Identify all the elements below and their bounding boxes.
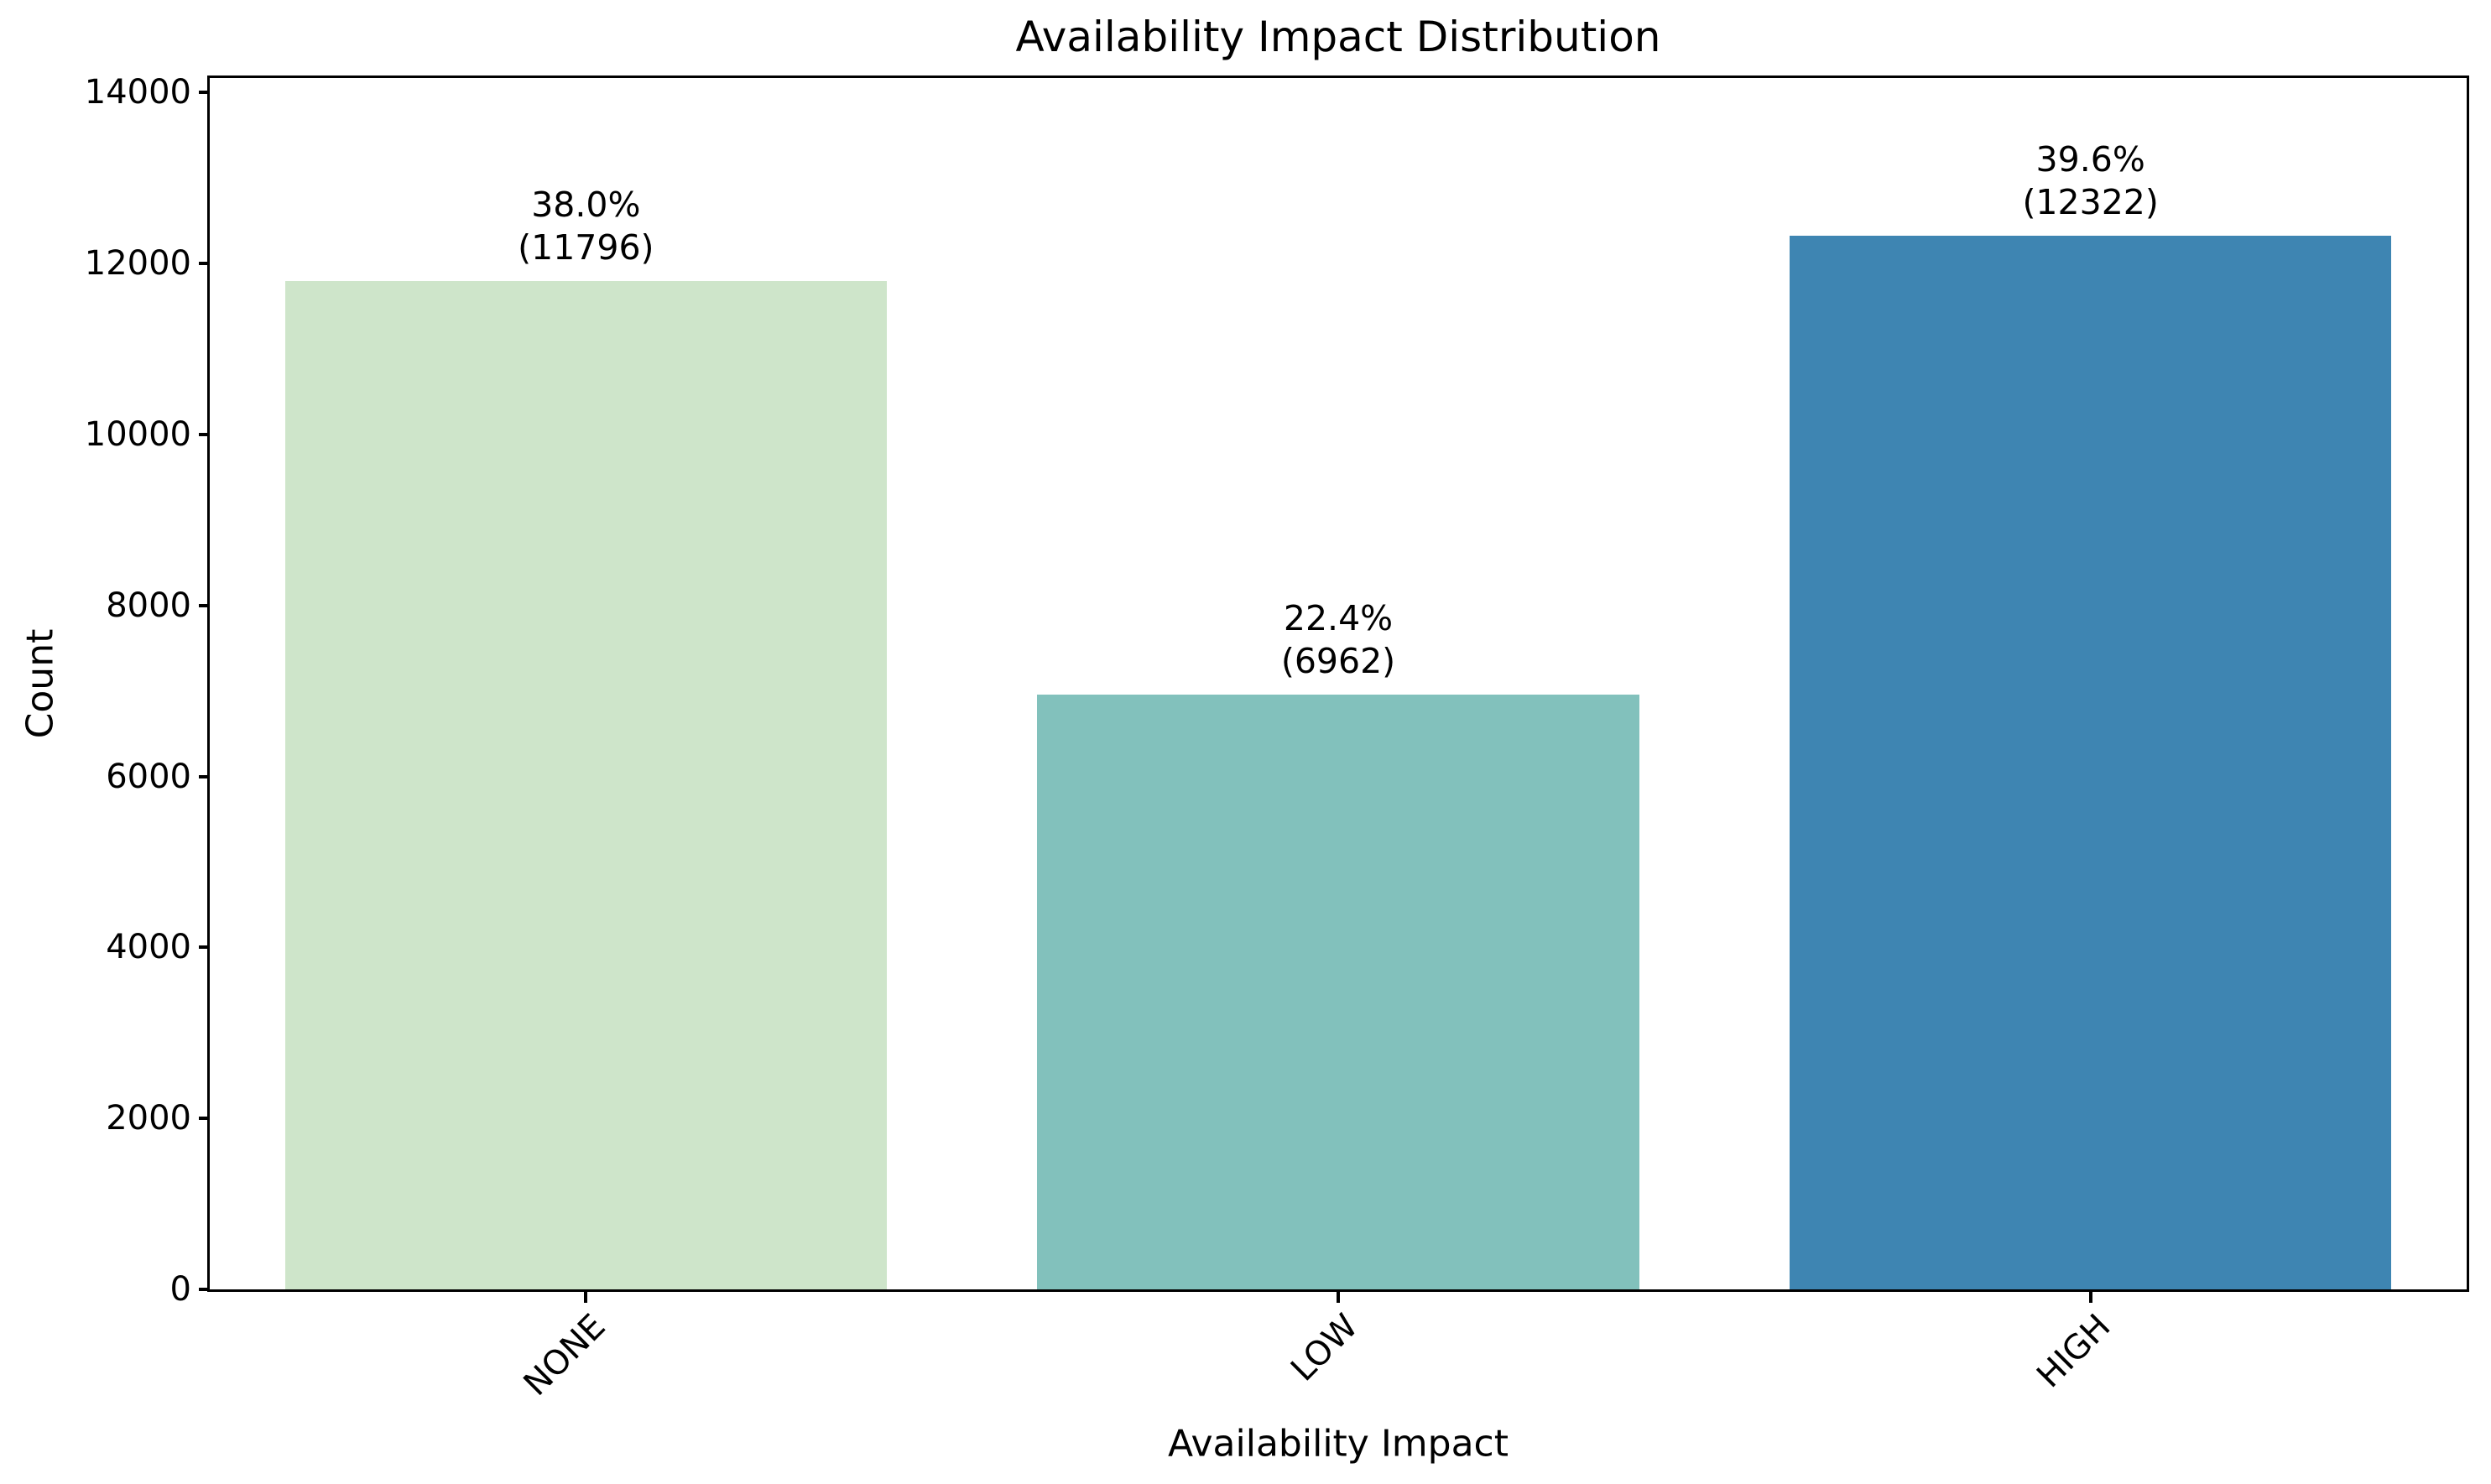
y-tick-label: 12000 [84,244,191,284]
bar-count-label: (12322) [2022,182,2159,223]
y-tick-label: 4000 [106,928,191,967]
bar-count-label: (11796) [518,227,654,268]
y-tick-label: 2000 [106,1099,191,1138]
x-axis-title: Availability Impact [1168,1422,1509,1466]
bar-percent-label: 38.0% [531,184,641,225]
y-tick-mark [199,262,210,266]
y-tick-mark [199,1117,210,1121]
y-axis-title: Count [18,628,62,739]
y-tick-label: 0 [169,1270,191,1309]
y-tick-mark [199,945,210,950]
y-tick-label: 6000 [106,757,191,796]
x-tick-label: HIGH [2029,1307,2118,1396]
x-tick-mark [2088,1292,2092,1303]
bar-count-label: (6962) [1280,640,1396,681]
bar-percent-label: 22.4% [1283,597,1394,638]
x-tick-mark [584,1292,588,1303]
plot-area [207,76,2469,1292]
y-tick-mark [199,91,210,95]
y-tick-label: 8000 [106,586,191,625]
bar [1037,694,1639,1289]
chart-title: Availability Impact Distribution [1015,13,1661,61]
x-tick-mark [1337,1292,1340,1303]
bar-percent-label: 39.6% [2035,139,2145,180]
bar-annotation: 38.0% (11796) [367,184,804,269]
bar [284,280,887,1289]
bar-annotation: 22.4% (6962) [1120,597,1556,683]
y-tick-label: 10000 [84,414,191,454]
bar [1790,236,2392,1289]
y-tick-mark [199,603,210,607]
y-tick-mark [199,774,210,778]
x-tick-label: NONE [516,1307,613,1403]
y-tick-mark [199,432,210,436]
y-tick-mark [199,1288,210,1291]
y-tick-label: 14000 [84,73,191,112]
bar-annotation: 39.6% (12322) [1873,138,2309,224]
